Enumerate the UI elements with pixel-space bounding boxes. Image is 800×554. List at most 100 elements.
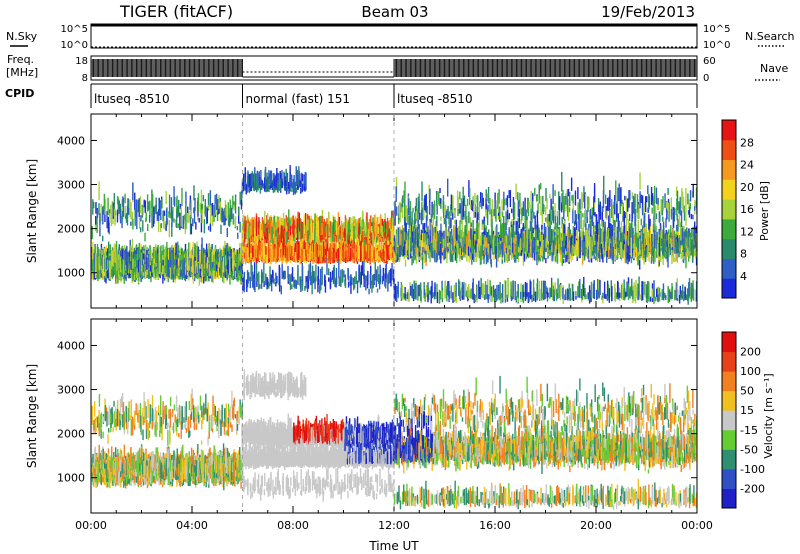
data-cell xyxy=(153,260,155,279)
data-cell xyxy=(263,222,265,234)
data-cell xyxy=(255,216,258,237)
data-cell xyxy=(273,178,275,187)
beam-title: Beam 03 xyxy=(361,3,428,21)
data-cell xyxy=(334,226,337,243)
data-cell xyxy=(138,260,140,273)
data-cell xyxy=(203,219,206,234)
data-cell xyxy=(397,246,399,258)
data-cell xyxy=(331,270,334,280)
data-cell xyxy=(358,223,360,235)
data-cell xyxy=(137,199,139,213)
data-cell xyxy=(301,172,303,189)
data-cell xyxy=(268,218,271,234)
data-cell xyxy=(356,246,359,258)
data-cell xyxy=(379,235,381,242)
data-cell xyxy=(211,206,214,227)
data-cell xyxy=(374,241,377,261)
data-cell xyxy=(200,213,203,233)
data-cell xyxy=(251,171,254,188)
data-cell xyxy=(261,242,264,263)
data-cell xyxy=(434,282,436,297)
data-cell xyxy=(436,215,438,233)
data-cell xyxy=(316,244,319,264)
data-cell xyxy=(173,260,175,275)
data-cell xyxy=(342,246,344,260)
data-cell xyxy=(307,228,309,244)
data-cell xyxy=(337,248,340,261)
data-cell xyxy=(253,220,255,235)
data-cell xyxy=(273,215,276,233)
data-cell xyxy=(399,226,401,246)
data-cell xyxy=(151,258,153,272)
data-cell xyxy=(277,182,279,189)
data-cell xyxy=(218,205,221,214)
data-cell xyxy=(335,267,338,283)
data-cell xyxy=(254,185,257,190)
data-cell xyxy=(265,273,267,286)
data-cell xyxy=(254,256,257,263)
data-cell xyxy=(200,271,203,276)
freq-trace xyxy=(90,59,697,78)
data-cell xyxy=(305,231,308,241)
data-cell xyxy=(206,208,209,224)
data-cell xyxy=(377,217,379,235)
data-cell xyxy=(431,201,433,218)
data-cell xyxy=(265,238,267,243)
data-cell xyxy=(411,211,413,225)
data-cell xyxy=(122,258,124,275)
data-cell xyxy=(243,252,246,259)
data-cell xyxy=(353,226,355,242)
data-cell xyxy=(136,267,138,279)
data-cell xyxy=(356,234,359,241)
data-cell xyxy=(260,170,262,184)
data-cell xyxy=(314,230,316,244)
data-cell xyxy=(424,233,426,243)
data-cell xyxy=(385,278,387,289)
data-cell xyxy=(272,249,274,263)
data-cell xyxy=(301,221,304,239)
data-cell xyxy=(107,241,110,260)
data-cell xyxy=(320,226,322,242)
data-cell xyxy=(179,203,182,210)
data-cell xyxy=(363,241,365,260)
data-cell xyxy=(225,255,227,266)
data-cell xyxy=(412,207,414,213)
data-cell xyxy=(299,254,301,265)
data-cell xyxy=(280,246,282,258)
data-cell xyxy=(436,291,439,304)
data-cell xyxy=(258,255,261,262)
data-cell xyxy=(185,264,187,273)
data-cell xyxy=(438,254,441,260)
data-cell xyxy=(198,217,200,223)
data-cell xyxy=(385,263,387,283)
data-cell xyxy=(334,252,336,261)
data-cell xyxy=(387,274,389,292)
data-cell xyxy=(351,231,353,240)
data-cell xyxy=(180,254,182,266)
data-cell xyxy=(109,244,112,262)
data-cell xyxy=(251,219,253,236)
data-cell xyxy=(263,280,265,287)
data-cell xyxy=(315,264,317,282)
data-cell xyxy=(395,255,397,260)
data-cell xyxy=(243,271,246,290)
data-cell xyxy=(423,241,425,260)
data-cell xyxy=(171,252,173,262)
data-cell xyxy=(434,232,436,251)
data-cell xyxy=(362,230,364,243)
data-cell xyxy=(397,227,400,246)
data-cell xyxy=(424,292,426,302)
data-cell xyxy=(436,250,438,263)
data-cell xyxy=(199,202,202,214)
data-cell xyxy=(272,238,274,244)
data-cell xyxy=(433,200,436,220)
data-cell xyxy=(100,203,102,222)
data-cell xyxy=(287,265,289,278)
data-cell xyxy=(218,257,221,265)
data-cell xyxy=(168,219,171,238)
data-cell xyxy=(132,218,134,230)
data-cell xyxy=(321,266,323,286)
data-cell xyxy=(110,204,112,215)
data-cell xyxy=(264,166,267,186)
data-cell xyxy=(259,241,262,255)
